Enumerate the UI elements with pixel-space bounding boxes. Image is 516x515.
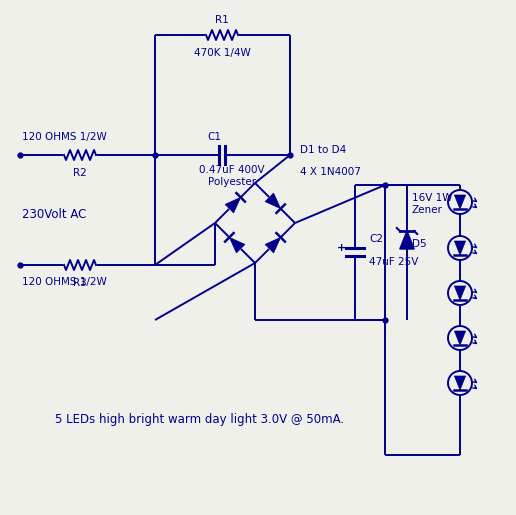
Text: 4 X 1N4007: 4 X 1N4007: [300, 167, 361, 177]
Polygon shape: [400, 231, 414, 249]
Text: 230Volt AC: 230Volt AC: [22, 209, 86, 221]
Text: 470K 1/4W: 470K 1/4W: [194, 48, 250, 58]
Polygon shape: [229, 237, 245, 253]
Text: 0.47uF 400V: 0.47uF 400V: [199, 165, 265, 175]
Text: 5 LEDs high bright warm day light 3.0V @ 50mA.: 5 LEDs high bright warm day light 3.0V @…: [55, 414, 344, 426]
Text: Polyester: Polyester: [208, 177, 256, 187]
Polygon shape: [455, 376, 465, 390]
Text: 120 OHMS 1/2W: 120 OHMS 1/2W: [22, 277, 107, 287]
Text: D1 to D4: D1 to D4: [300, 145, 346, 155]
Text: C1: C1: [207, 132, 221, 142]
Text: C2: C2: [369, 234, 383, 244]
Polygon shape: [455, 241, 465, 255]
Polygon shape: [455, 195, 465, 209]
Text: 47uF 25V: 47uF 25V: [369, 257, 418, 267]
Text: D5: D5: [412, 239, 427, 249]
Text: R3: R3: [73, 278, 87, 288]
Text: +: +: [337, 243, 347, 253]
Polygon shape: [225, 197, 240, 213]
Text: R2: R2: [73, 168, 87, 178]
Text: Zener: Zener: [412, 205, 443, 215]
Polygon shape: [265, 237, 281, 253]
Text: 120 OHMS 1/2W: 120 OHMS 1/2W: [22, 132, 107, 142]
Polygon shape: [265, 193, 281, 209]
Polygon shape: [455, 286, 465, 300]
Polygon shape: [455, 331, 465, 345]
Text: R1: R1: [215, 15, 229, 25]
Text: 16V 1W: 16V 1W: [412, 193, 453, 203]
